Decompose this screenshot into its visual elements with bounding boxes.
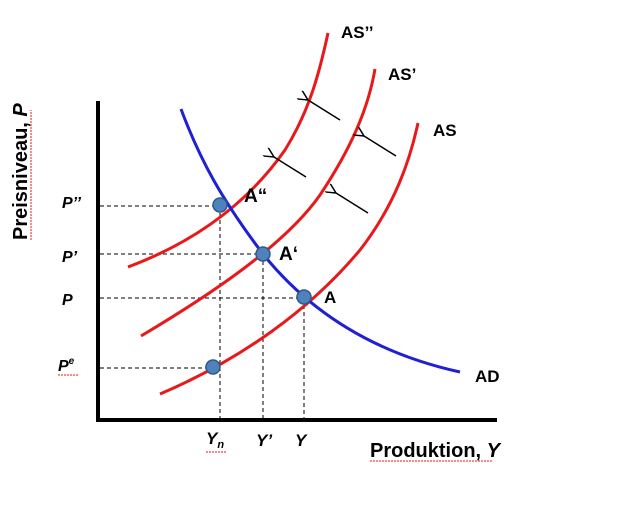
point-natural-output bbox=[205, 359, 221, 375]
shift-arrow bbox=[364, 136, 397, 157]
label-point-a-double-prime: A“ bbox=[244, 186, 267, 207]
label-as-prime: AS’ bbox=[388, 65, 416, 84]
as-double-prime-curve bbox=[127, 32, 330, 269]
label-y: Y bbox=[295, 431, 308, 450]
as-curve bbox=[159, 122, 420, 396]
label-as-double-prime: AS’’ bbox=[341, 23, 373, 42]
label-point-a: A bbox=[324, 288, 336, 307]
label-y-natural: Yn bbox=[206, 429, 224, 451]
label-p-double-prime: P’’ bbox=[62, 195, 82, 212]
label-ad: AD bbox=[475, 367, 500, 386]
point-a bbox=[296, 289, 312, 305]
label-p-prime: P’ bbox=[62, 249, 78, 266]
ad-curve bbox=[179, 108, 461, 374]
shift-arrow bbox=[336, 193, 369, 214]
label-as: AS bbox=[433, 121, 457, 140]
y-axis-label: Preisniveau, P bbox=[10, 103, 32, 240]
point-a-prime bbox=[255, 246, 271, 262]
label-p-expected: Pe bbox=[58, 356, 75, 375]
point-a-double-prime bbox=[212, 197, 228, 213]
shift-arrow bbox=[274, 157, 307, 178]
shift-arrow bbox=[308, 100, 341, 121]
x-axis-label: Produktion, Y bbox=[370, 440, 502, 462]
label-p: P bbox=[62, 292, 73, 309]
label-y-prime: Y’ bbox=[256, 431, 272, 450]
as-prime-curve bbox=[140, 68, 377, 338]
label-point-a-prime: A‘ bbox=[279, 244, 298, 265]
